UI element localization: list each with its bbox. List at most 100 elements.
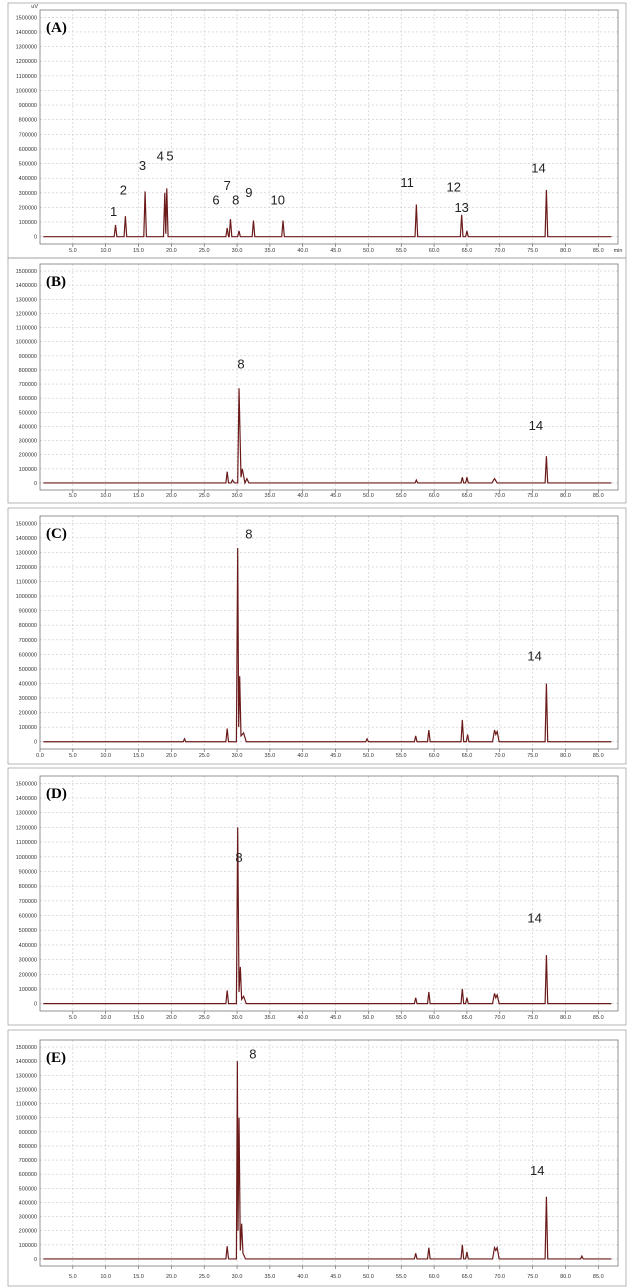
y-tick-label: 900000 (19, 609, 37, 615)
chromatogram-line (43, 827, 612, 1005)
x-tick-label: 70.0 (494, 1015, 505, 1021)
x-tick-label: 55.0 (396, 493, 407, 499)
x-tick-label: 50.0 (363, 1274, 374, 1280)
y-tick-label: 900000 (19, 869, 37, 875)
y-tick-label: 1300000 (16, 550, 37, 556)
y-tick-label: 0 (34, 481, 37, 487)
y-tick-label: 400000 (19, 424, 37, 430)
y-tick-label: 1200000 (16, 59, 37, 65)
panel-frame (7, 507, 627, 765)
x-tick-label: 60.0 (429, 248, 440, 254)
x-tick-label: 60.0 (429, 1274, 440, 1280)
peak-label: 14 (527, 910, 541, 925)
x-tick-label: 45.0 (330, 1015, 341, 1021)
x-tick-label: 15.0 (133, 1274, 144, 1280)
plot-frame (39, 515, 619, 750)
x-tick-label: 65.0 (462, 1274, 473, 1280)
y-tick-label: 500000 (19, 928, 37, 934)
y-tick-label: 900000 (19, 354, 37, 360)
y-tick-label: 100000 (19, 725, 37, 731)
y-tick-label: 700000 (19, 132, 37, 138)
y-tick-label: 1400000 (16, 283, 37, 289)
x-tick-label: 30.0 (232, 493, 243, 499)
y-tick-label: 1500000 (16, 1045, 37, 1051)
x-tick-label: 65.0 (462, 753, 473, 759)
y-tick-label: 600000 (19, 914, 37, 920)
x-tick-label: 45.0 (330, 1274, 341, 1280)
x-tick-label: 85.0 (593, 1274, 604, 1280)
y-tick-label: 0 (34, 235, 37, 241)
x-tick-label: 10.0 (100, 753, 111, 759)
x-axis-label: min (614, 248, 623, 254)
chromatogram-line (43, 388, 612, 485)
x-tick-label: 45.0 (330, 753, 341, 759)
y-tick-label: 400000 (19, 176, 37, 182)
x-tick-label: 25.0 (199, 248, 210, 254)
peak-label: 3 (139, 158, 146, 173)
x-tick-label: 5.0 (69, 248, 77, 254)
y-tick-label: 1000000 (16, 1116, 37, 1122)
peak-label: 14 (530, 1163, 544, 1178)
chromatogram-line (43, 1061, 612, 1260)
y-tick-label: 0 (34, 740, 37, 746)
y-tick-label: 0 (34, 1002, 37, 1008)
x-tick-label: 65.0 (462, 1015, 473, 1021)
peak-label: 8 (249, 1046, 256, 1061)
peak-label: 6 (212, 193, 219, 208)
x-tick-label: 75.0 (527, 1274, 538, 1280)
y-tick-label: 400000 (19, 943, 37, 949)
panel-title: (D) (46, 786, 67, 802)
panel-frame (7, 257, 627, 504)
y-tick-label: 1500000 (16, 781, 37, 787)
peak-label: 12 (447, 179, 461, 194)
x-tick-label: 70.0 (494, 493, 505, 499)
x-tick-label: 80.0 (560, 1274, 571, 1280)
y-tick-label: 900000 (19, 103, 37, 109)
x-tick-label: 10.0 (100, 1274, 111, 1280)
y-tick-label: 1000000 (16, 340, 37, 346)
x-tick-label: 15.0 (133, 753, 144, 759)
y-tick-label: 1000000 (16, 855, 37, 861)
y-tick-label: 200000 (19, 711, 37, 717)
x-tick-label: 80.0 (560, 248, 571, 254)
peak-label: 4 (157, 149, 164, 164)
y-tick-label: 1300000 (16, 1073, 37, 1079)
y-tick-label: 100000 (19, 467, 37, 473)
x-tick-label: 20.0 (166, 248, 177, 254)
peak-label: 2 (120, 182, 127, 197)
x-tick-label: 35.0 (265, 493, 276, 499)
x-tick-label: 55.0 (396, 248, 407, 254)
x-tick-label: 80.0 (560, 493, 571, 499)
x-tick-label: 30.0 (232, 753, 243, 759)
x-tick-label: 20.0 (166, 753, 177, 759)
y-tick-label: 800000 (19, 623, 37, 629)
peak-label: 8 (237, 357, 244, 372)
x-tick-label: 25.0 (199, 753, 210, 759)
panel-title: (E) (46, 1050, 66, 1066)
y-tick-label: 1400000 (16, 30, 37, 36)
plot-frame (39, 775, 619, 1012)
x-tick-label: 15.0 (133, 1015, 144, 1021)
x-tick-label: 40.0 (297, 1015, 308, 1021)
y-tick-label: 1500000 (16, 521, 37, 527)
y-tick-label: 100000 (19, 220, 37, 226)
x-tick-label: 45.0 (330, 493, 341, 499)
y-tick-label: 1300000 (16, 45, 37, 51)
x-tick-label: 35.0 (265, 753, 276, 759)
x-tick-label: 40.0 (297, 753, 308, 759)
y-tick-label: 400000 (19, 681, 37, 687)
y-tick-label: 200000 (19, 453, 37, 459)
x-tick-label: 5.0 (69, 753, 77, 759)
x-tick-label: 40.0 (297, 248, 308, 254)
peak-label: 7 (224, 178, 231, 193)
x-tick-label: 5.0 (69, 493, 77, 499)
plot-frame (39, 1039, 619, 1267)
x-tick-label: 75.0 (527, 493, 538, 499)
peak-label: 14 (531, 160, 545, 175)
y-tick-label: 600000 (19, 147, 37, 153)
x-tick-label: 10.0 (100, 1015, 111, 1021)
peak-label: 14 (527, 649, 541, 664)
y-tick-label: 300000 (19, 958, 37, 964)
y-tick-label: 1100000 (16, 74, 37, 80)
y-tick-label: 1200000 (16, 1087, 37, 1093)
